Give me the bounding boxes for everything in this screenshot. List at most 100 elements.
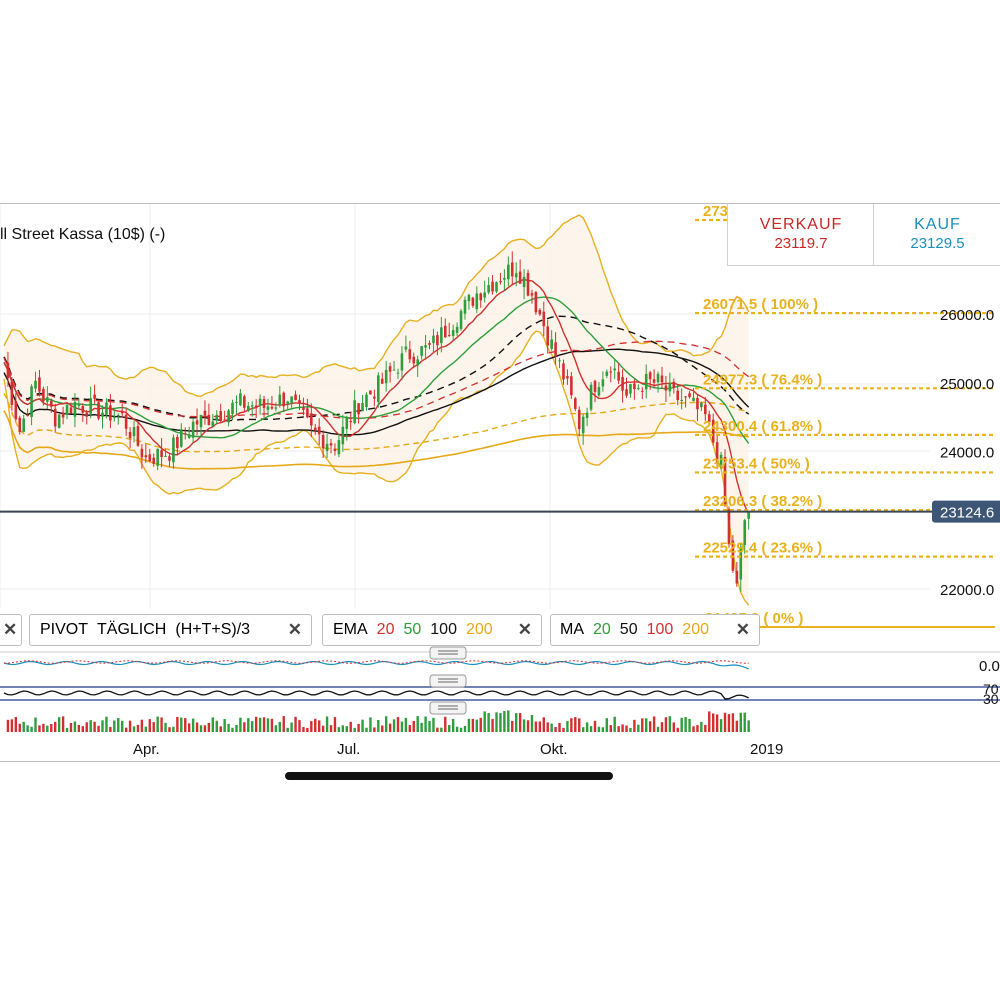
candle-body	[522, 276, 526, 288]
volume-bar	[526, 720, 530, 732]
volume-bar	[475, 719, 478, 732]
candle-body	[680, 399, 683, 401]
home-indicator[interactable]	[285, 772, 613, 780]
candle-body	[392, 369, 396, 371]
x-tick-label: Okt.	[540, 741, 568, 758]
volume-bar	[373, 727, 376, 732]
volume-bar	[727, 714, 731, 732]
price-chart[interactable]: 273 26071.5 ( 100% ) 24977.3 ( 76.4% ) 2430…	[0, 204, 1000, 761]
candle-body	[601, 379, 605, 387]
candle-body	[317, 426, 321, 435]
candle-body	[380, 378, 384, 384]
volume-bar	[207, 722, 211, 732]
candle-body	[113, 416, 116, 419]
close-icon[interactable]: ✕	[517, 620, 532, 639]
candle-body	[577, 409, 581, 430]
candle-body	[487, 285, 490, 293]
volume-bar	[664, 717, 668, 732]
candle-body	[668, 382, 672, 392]
volume-bar	[30, 726, 33, 732]
pivot-label: PIVOT	[40, 621, 89, 638]
candle-body	[219, 411, 222, 421]
candle-body	[510, 262, 514, 277]
candle-body	[203, 410, 207, 416]
volume-bar	[160, 717, 163, 732]
volume-bar	[85, 722, 88, 732]
close-icon[interactable]: ✕	[735, 620, 750, 639]
volume-bar	[365, 727, 368, 732]
volume-bar	[282, 716, 285, 732]
candle-body	[684, 396, 687, 398]
candle-body	[199, 414, 203, 428]
volume-bar	[349, 721, 352, 732]
volume-bar	[688, 718, 691, 732]
sell-button[interactable]: VERKAUF 23119.7	[727, 204, 874, 266]
volume-bar	[117, 718, 120, 732]
ma-period-200: 200	[682, 621, 709, 638]
candle-body	[353, 400, 356, 424]
volume-bar	[148, 719, 151, 732]
volume-bar	[680, 717, 683, 732]
oscillator-2-label-30: 30	[983, 691, 999, 707]
volume-bar	[566, 721, 569, 732]
candle-body	[38, 377, 41, 392]
volume-bar	[199, 725, 203, 732]
candle-body	[656, 373, 660, 383]
close-icon[interactable]: ✕	[3, 620, 18, 639]
indicator-chip-left[interactable]: ✕	[0, 614, 22, 646]
candle-body	[215, 414, 219, 421]
candle-body	[187, 434, 191, 438]
volume-bar	[294, 716, 297, 732]
volume-bar	[479, 717, 482, 732]
ema-50-line	[3, 296, 750, 444]
volume-bar	[81, 726, 84, 732]
buy-button[interactable]: KAUF 23129.5	[873, 204, 1000, 266]
current-price-label: 23124.6	[940, 505, 994, 522]
close-icon[interactable]: ✕	[287, 620, 302, 639]
candle-body	[365, 394, 368, 407]
volume-bar	[50, 724, 53, 732]
volume-bar	[645, 718, 648, 732]
volume-bar	[105, 716, 108, 732]
volume-bar	[696, 725, 699, 732]
volume-bar	[432, 717, 435, 732]
volume-bar	[46, 725, 49, 732]
candle-body	[250, 405, 254, 407]
volume-bar	[168, 727, 171, 732]
candle-body	[243, 396, 246, 408]
candle-body	[30, 386, 33, 418]
indicator-chip-ema[interactable]: EMA 20 50 100 200 ✕	[322, 614, 542, 646]
indicator-chip-pivot[interactable]: PIVOT TÄGLICH (H+T+S)/3 ✕	[29, 614, 312, 646]
fib-level-label: 273	[703, 204, 728, 220]
candle-body	[388, 366, 392, 372]
volume-bar	[89, 720, 92, 732]
candle-body	[333, 448, 337, 451]
candle-body	[124, 414, 128, 429]
candle-body	[10, 381, 14, 405]
candle-body	[644, 373, 648, 390]
volume-bar	[211, 717, 215, 732]
volume-bar	[144, 726, 148, 732]
volume-bar	[302, 727, 305, 732]
oscillator-1-signal	[3, 660, 749, 664]
candle-body	[534, 292, 538, 313]
volume-bar	[420, 722, 423, 732]
candle-body	[613, 368, 616, 371]
volume-bar	[136, 724, 140, 732]
volume-bar	[231, 727, 234, 732]
y-tick-label: 26000.0	[940, 307, 994, 324]
candle-body	[172, 437, 175, 463]
indicator-chip-ma[interactable]: MA 20 50 100 200 ✕	[550, 614, 760, 646]
candle-body	[704, 404, 707, 415]
volume-bar	[455, 726, 459, 732]
candle-body	[53, 408, 57, 427]
ema-20-line	[3, 278, 750, 515]
volume-bar	[554, 726, 557, 732]
candle-body	[321, 434, 325, 449]
volume-bar	[26, 725, 29, 732]
volume-bar	[538, 721, 542, 732]
volume-bar	[258, 717, 262, 732]
candle-body	[246, 405, 250, 411]
candle-body	[475, 293, 479, 310]
chart-frame[interactable]: 273 26071.5 ( 100% ) 24977.3 ( 76.4% ) 2430…	[0, 203, 1000, 762]
